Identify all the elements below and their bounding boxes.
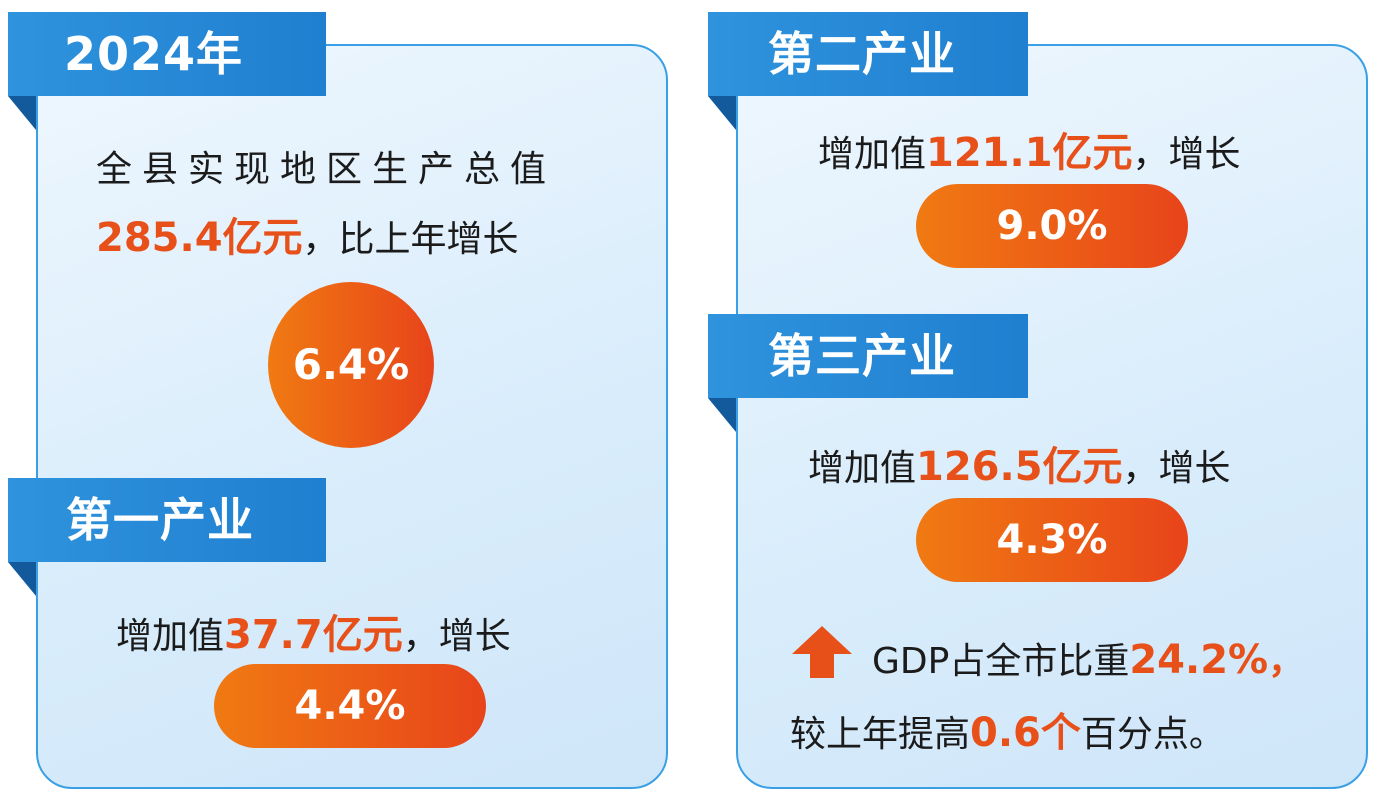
gdp-line-1: 全县实现地区生产总值 [96, 140, 556, 192]
share-line2-prefix: 较上年提高 [790, 714, 971, 755]
secondary-value: 121.1亿元 [926, 130, 1133, 176]
tertiary-prefix: 增加值 [808, 448, 917, 489]
tertiary-line: 增加值126.5亿元，增长 [808, 434, 1231, 492]
primary-growth-value: 4.4% [294, 683, 406, 729]
secondary-suffix: ，增长 [1132, 134, 1241, 175]
tertiary-growth-value: 4.3% [996, 517, 1108, 563]
secondary-industry-tab: 第二产业 [708, 12, 1028, 130]
tertiary-value: 126.5亿元 [916, 444, 1123, 490]
tertiary-suffix: ，增长 [1122, 448, 1231, 489]
primary-value: 37.7亿元 [224, 612, 403, 658]
tertiary-industry-tab-label: 第三产业 [768, 329, 956, 383]
secondary-line: 增加值121.1亿元，增长 [818, 120, 1241, 178]
gdp-value: 285.4亿元 [96, 215, 303, 261]
gdp-growth-value: 6.4% [292, 340, 410, 389]
year-tab-label: 2024年 [64, 27, 244, 81]
primary-prefix: 增加值 [116, 616, 225, 657]
secondary-prefix: 增加值 [818, 134, 927, 175]
primary-growth-pill: 4.4% [214, 664, 486, 748]
secondary-growth-pill: 9.0% [916, 184, 1188, 268]
share-comma: ， [1268, 641, 1305, 682]
up-arrow-icon [792, 626, 852, 678]
share-line-1: GDP占全市比重24.2%， [872, 632, 1304, 684]
primary-industry-tab: 第一产业 [8, 478, 326, 596]
primary-line: 增加值37.7亿元，增长 [116, 602, 511, 660]
right-panel [736, 44, 1368, 789]
gdp-growth-circle: 6.4% [268, 282, 434, 448]
share-value: 24.2% [1129, 637, 1269, 683]
share-line2-value: 0.6个 [970, 710, 1081, 756]
tertiary-industry-tab: 第三产业 [708, 314, 1028, 432]
year-tab: 2024年 [8, 12, 326, 130]
share-prefix: GDP占全市比重 [872, 641, 1130, 682]
secondary-growth-value: 9.0% [996, 203, 1108, 249]
gdp-line-1-text: 全县实现地区生产总值 [96, 149, 557, 190]
primary-suffix: ，增长 [402, 616, 511, 657]
gdp-suffix: ，比上年增长 [302, 219, 519, 260]
primary-industry-tab-label: 第一产业 [66, 493, 254, 547]
gdp-line-2: 285.4亿元，比上年增长 [96, 205, 519, 263]
secondary-industry-tab-label: 第二产业 [768, 27, 956, 81]
share-line2-suffix: 百分点。 [1080, 714, 1225, 755]
tertiary-growth-pill: 4.3% [916, 498, 1188, 582]
share-line-2: 较上年提高0.6个百分点。 [790, 700, 1225, 758]
